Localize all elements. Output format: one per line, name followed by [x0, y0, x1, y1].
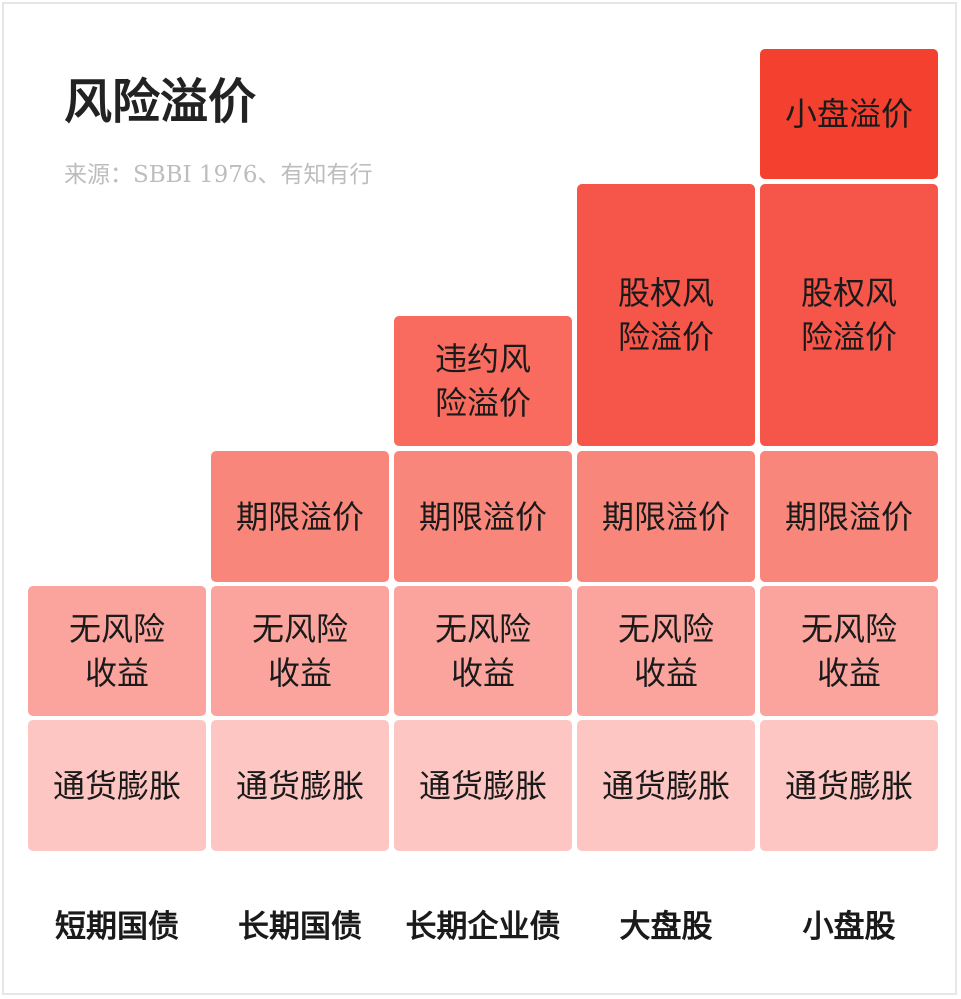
block-label-line2: 收益 [816, 654, 881, 692]
block-risk-free-col1: 无风险 收益 [28, 586, 206, 716]
block-label: 通货膨胀 [784, 766, 913, 805]
block-label: 通货膨胀 [235, 766, 364, 805]
block-label-line1: 无风险 [800, 610, 897, 648]
block-label: 通货膨胀 [418, 766, 547, 805]
block-label: 小盘溢价 [784, 95, 913, 133]
block-label: 通货膨胀 [601, 766, 730, 805]
block-inflation-col2: 通货膨胀 [211, 720, 389, 851]
column-label-long-term-treasury: 长期国债 [238, 908, 362, 945]
block-inflation-col4: 通货膨胀 [577, 720, 755, 851]
column-label-long-term-corporate-bond: 长期企业债 [405, 908, 561, 945]
block-label-line2: 收益 [450, 654, 515, 692]
block-label-line2: 收益 [633, 654, 698, 692]
block-label-line2: 收益 [84, 654, 149, 692]
block-label-line1: 无风险 [68, 610, 165, 648]
block-risk-free-col5: 无风险 收益 [760, 586, 938, 716]
block-label: 期限溢价 [601, 497, 730, 536]
block-label-line2: 险溢价 [800, 318, 897, 356]
block-equity-premium-col5: 股权风 险溢价 [760, 184, 938, 446]
block-term-premium-col3: 期限溢价 [394, 451, 572, 582]
block-risk-free-col4: 无风险 收益 [577, 586, 755, 716]
block-equity-premium-col4: 股权风 险溢价 [577, 184, 755, 446]
column-label-large-cap-stock: 大盘股 [619, 908, 713, 945]
block-label-line2: 险溢价 [434, 384, 531, 422]
block-risk-free-col2: 无风险 收益 [211, 586, 389, 716]
block-term-premium-col4: 期限溢价 [577, 451, 755, 582]
block-small-cap-premium-col5: 小盘溢价 [760, 49, 938, 179]
block-label-line1: 违约风 [434, 340, 531, 378]
block-label-line1: 无风险 [251, 610, 348, 648]
block-label: 通货膨胀 [52, 766, 181, 805]
block-term-premium-col5: 期限溢价 [760, 451, 938, 582]
block-default-premium-col3: 违约风 险溢价 [394, 316, 572, 446]
source-note: 来源：SBBI 1976、有知有行 [64, 162, 373, 188]
block-term-premium-col2: 期限溢价 [211, 451, 389, 582]
block-label-line1: 无风险 [617, 610, 714, 648]
block-label-line1: 股权风 [617, 274, 714, 312]
block-inflation-col1: 通货膨胀 [28, 720, 206, 851]
block-label: 期限溢价 [418, 497, 547, 536]
block-label: 期限溢价 [235, 497, 364, 536]
figure-title: 风险溢价 [64, 74, 257, 130]
block-label-line1: 无风险 [434, 610, 531, 648]
block-label-line2: 收益 [267, 654, 332, 692]
block-inflation-col3: 通货膨胀 [394, 720, 572, 851]
block-label-line2: 险溢价 [617, 318, 714, 356]
block-label-line1: 股权风 [800, 274, 897, 312]
block-label: 期限溢价 [784, 497, 913, 536]
block-risk-free-col3: 无风险 收益 [394, 586, 572, 716]
column-label-small-cap-stock: 小盘股 [802, 908, 896, 945]
block-inflation-col5: 通货膨胀 [760, 720, 938, 851]
column-label-short-term-treasury: 短期国债 [55, 908, 179, 945]
